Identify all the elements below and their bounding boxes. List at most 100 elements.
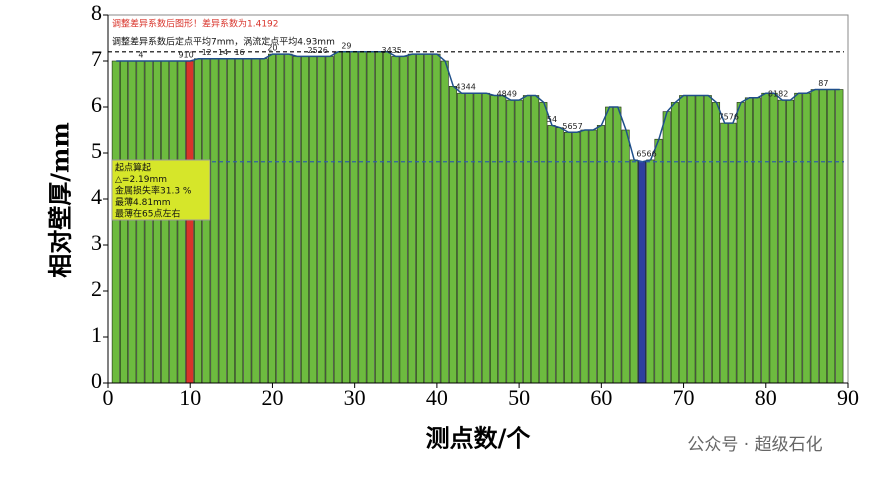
- bar: [744, 97, 753, 384]
- chart-title: 调整差异系数后图形！差异系数为1.4192: [112, 18, 279, 30]
- x-tick-label: 10: [179, 385, 201, 410]
- bar: [572, 132, 581, 384]
- bar: [424, 53, 433, 384]
- point-label: 8182: [768, 90, 788, 99]
- bar: [407, 53, 416, 384]
- bar: [547, 125, 556, 384]
- point-label: 14: [218, 48, 228, 57]
- note-text: 最薄4.81mm: [115, 196, 171, 208]
- bar: [391, 56, 400, 384]
- point-label: 4344: [455, 83, 475, 92]
- bar: [185, 60, 194, 384]
- point-label: 7576: [719, 113, 739, 122]
- bar: [522, 95, 531, 384]
- bar: [687, 95, 696, 384]
- bar: [235, 58, 244, 384]
- y-tick-label: 1: [91, 322, 102, 347]
- bar: [818, 89, 827, 384]
- bar: [457, 92, 466, 384]
- bar: [514, 99, 523, 384]
- bar: [333, 51, 342, 384]
- bar: [194, 58, 203, 384]
- point-label: 4: [138, 51, 143, 60]
- point-label: 20: [267, 44, 277, 53]
- bar: [498, 95, 507, 384]
- bar: [712, 102, 721, 384]
- point-label: 87: [818, 79, 828, 88]
- bar: [646, 159, 655, 384]
- bar: [481, 92, 490, 384]
- bar: [621, 129, 630, 384]
- bar: [654, 138, 663, 384]
- bar: [835, 89, 844, 384]
- y-tick-label: 7: [91, 46, 102, 71]
- bar: [777, 99, 786, 384]
- bar: [136, 60, 145, 384]
- note-text: △=2.19mm: [115, 175, 167, 185]
- bar: [827, 89, 836, 384]
- bar: [613, 106, 622, 384]
- point-label: 16: [234, 48, 244, 57]
- point-label: 12: [202, 48, 212, 57]
- y-tick-label: 2: [91, 276, 102, 301]
- bar: [342, 51, 351, 384]
- bar: [802, 92, 811, 384]
- y-tick-label: 0: [91, 368, 102, 393]
- bar: [128, 60, 137, 384]
- bar: [580, 129, 589, 384]
- bar: [432, 53, 441, 384]
- bar: [761, 92, 770, 384]
- point-label: 3435: [381, 46, 401, 55]
- bar: [588, 129, 597, 384]
- bar: [399, 56, 408, 384]
- bar: [309, 56, 318, 384]
- bar: [120, 60, 129, 384]
- point-label: 5657: [562, 122, 582, 131]
- bar: [177, 60, 186, 384]
- note-text: 金属损失率31.3 %: [115, 185, 192, 197]
- bar: [736, 102, 745, 384]
- x-tick-label: 80: [755, 385, 777, 410]
- bar: [218, 58, 227, 384]
- bar: [268, 53, 277, 384]
- chart-subtitle: 调整差异系数后定点平均7mm，涡流定点平均4.93mm: [112, 36, 335, 48]
- x-tick-label: 90: [837, 385, 859, 410]
- point-label: 29: [341, 41, 351, 50]
- x-tick-label: 0: [103, 385, 114, 410]
- bar: [259, 58, 268, 384]
- bar: [202, 58, 211, 384]
- x-tick-label: 20: [261, 385, 283, 410]
- bar: [638, 161, 647, 384]
- note-box: [111, 159, 211, 221]
- x-tick-label: 40: [426, 385, 448, 410]
- bar: [473, 92, 482, 384]
- bar: [794, 92, 803, 384]
- bar: [251, 58, 260, 384]
- note-text: 最薄在65点左右: [115, 208, 180, 220]
- y-tick-label: 3: [91, 230, 102, 255]
- bar: [169, 60, 178, 384]
- bar: [448, 86, 457, 384]
- note-text: 起点算起: [115, 162, 151, 174]
- bar: [144, 60, 153, 384]
- bar: [753, 97, 762, 384]
- bar: [662, 111, 671, 384]
- x-tick-label: 70: [673, 385, 695, 410]
- bar: [243, 58, 252, 384]
- bar: [374, 51, 383, 384]
- bar: [555, 127, 564, 384]
- bar: [152, 60, 161, 384]
- bar: [350, 51, 359, 384]
- x-tick-label: 50: [508, 385, 530, 410]
- bar: [300, 56, 309, 384]
- bar: [317, 56, 326, 384]
- point-label: 54: [547, 115, 557, 124]
- bar: [210, 58, 219, 384]
- x-tick-label: 60: [590, 385, 612, 410]
- bar: [292, 56, 301, 384]
- bar: [284, 53, 293, 384]
- bar: [325, 56, 334, 384]
- bar: [769, 92, 778, 384]
- bar: [111, 60, 120, 384]
